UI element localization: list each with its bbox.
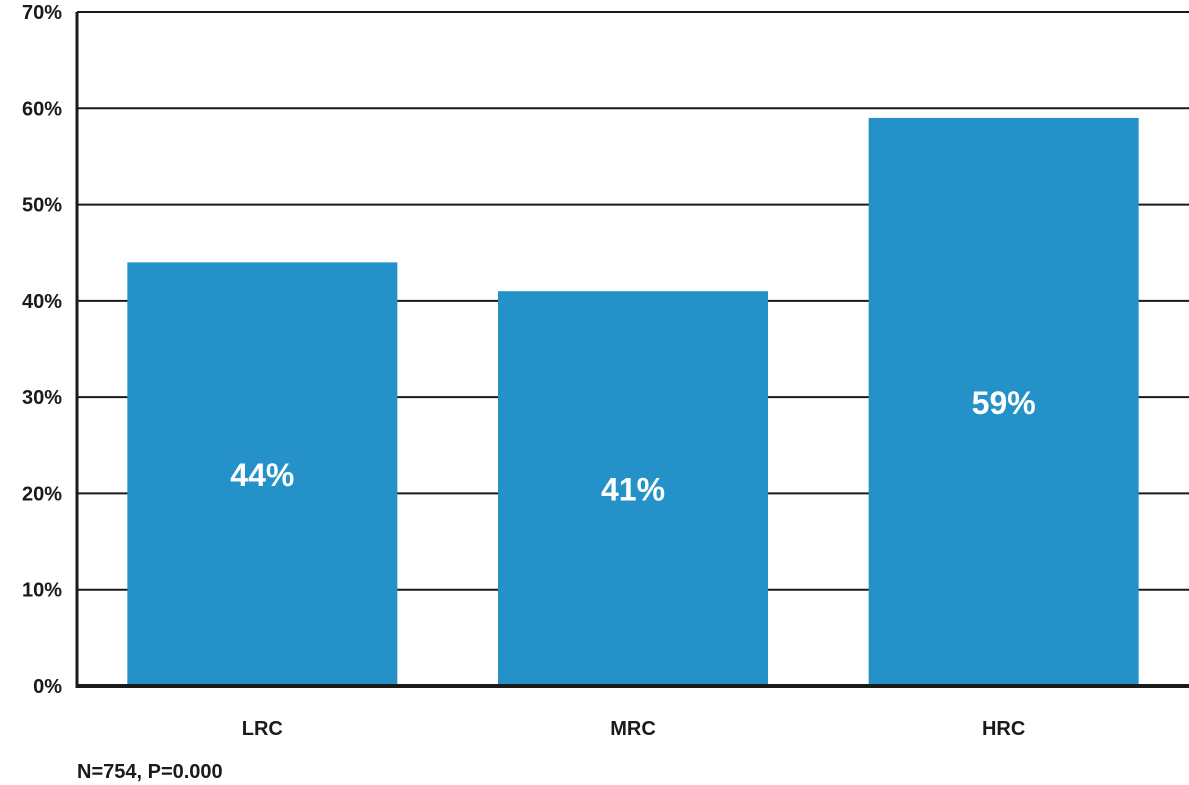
bar-lrc bbox=[127, 262, 398, 686]
y-tick-label: 20% bbox=[22, 483, 62, 505]
bar-hrc bbox=[868, 117, 1139, 686]
chart-footnote: N=754, P=0.000 bbox=[77, 761, 223, 783]
y-tick-label: 40% bbox=[22, 291, 62, 313]
y-tick-label: 0% bbox=[33, 676, 62, 698]
x-tick-label: LRC bbox=[242, 718, 283, 740]
data-label: 59% bbox=[972, 385, 1036, 421]
y-tick-label: 50% bbox=[22, 195, 62, 217]
bar-mrc bbox=[498, 291, 768, 686]
data-label: 44% bbox=[230, 457, 294, 493]
y-tick-label: 30% bbox=[22, 387, 62, 409]
x-tick-label: MRC bbox=[610, 718, 656, 740]
x-tick-label: HRC bbox=[982, 718, 1025, 740]
data-label: 41% bbox=[601, 472, 665, 508]
y-tick-label: 10% bbox=[22, 580, 62, 602]
y-tick-label: 70% bbox=[22, 2, 62, 24]
y-tick-label: 60% bbox=[22, 98, 62, 120]
